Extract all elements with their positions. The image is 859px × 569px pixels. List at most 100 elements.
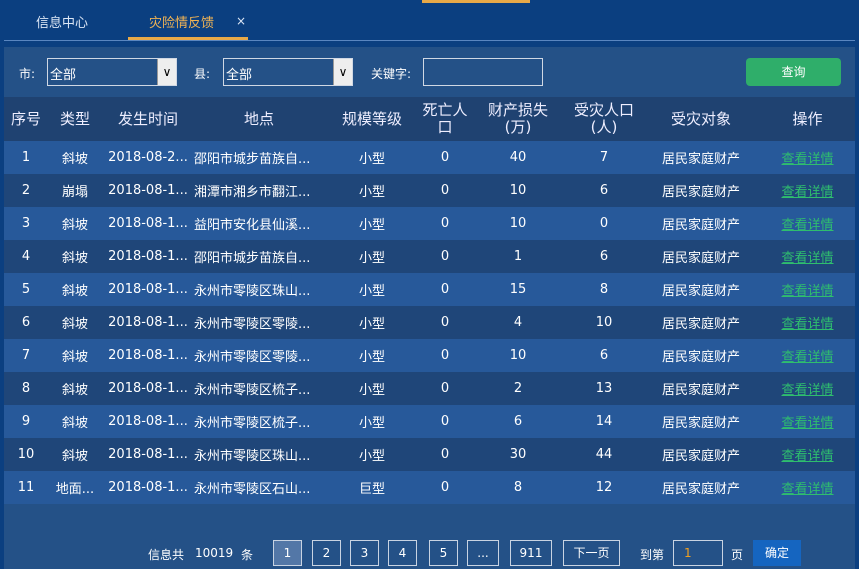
county-value: 全部 [226, 68, 253, 83]
table-cell: 6 [566, 174, 642, 207]
table-row: 1 斜坡 2018-08-2... 邵阳市城步苗族自... 小型 0 40 7 居民家庭财产 查看… [4, 141, 855, 174]
table-cell: 居民家庭财产 [642, 240, 760, 273]
table-cell: 0 [420, 471, 470, 504]
view-details-link[interactable]: 查看详情 [760, 339, 855, 372]
table-cell: 斜坡 [48, 306, 102, 339]
table-cell: 10 [470, 339, 566, 372]
table-header: 序号 类型 发生时间 地点 规模等级 死亡人口 财产损失(万) 受灾人口(人) 受灾对象 操作 [4, 97, 855, 141]
page-button[interactable]: 911 [510, 540, 552, 566]
table-cell: 10 [470, 207, 566, 240]
table-cell: 居民家庭财产 [642, 174, 760, 207]
table-cell: 2018-08-1... [102, 240, 194, 273]
table-cell: 小型 [324, 273, 420, 306]
table-cell: 居民家庭财产 [642, 306, 760, 339]
close-tab-icon[interactable]: × [236, 14, 247, 28]
table-cell: 斜坡 [48, 273, 102, 306]
table-row: 9 斜坡 2018-08-1... 永州市零陵区梳子... 小型 0 6 14 居民家庭财产 查看… [4, 405, 855, 438]
table-cell: 地面... [48, 471, 102, 504]
column-header: 受灾对象 [642, 97, 760, 141]
table-row: 10 斜坡 2018-08-1... 永州市零陵区珠山... 小型 0 30 44 居民家庭财产… [4, 438, 855, 471]
table-cell: 0 [420, 240, 470, 273]
page-button[interactable]: 2 [312, 540, 341, 566]
view-details-link[interactable]: 查看详情 [760, 438, 855, 471]
table-cell: 小型 [324, 339, 420, 372]
page-button[interactable]: 1 [273, 540, 302, 566]
table-cell: 居民家庭财产 [642, 273, 760, 306]
table-row: 2 崩塌 2018-08-1... 湘潭市湘乡市翻江... 小型 0 10 6 居民家庭财产 查看… [4, 174, 855, 207]
table-cell: 0 [420, 405, 470, 438]
column-header-label: 操作 [792, 109, 823, 128]
table-cell: 斜坡 [48, 438, 102, 471]
table-cell: 15 [470, 273, 566, 306]
table-cell: 14 [566, 405, 642, 438]
table-cell: 10 [566, 306, 642, 339]
table-cell: 居民家庭财产 [642, 141, 760, 174]
column-header-label: 发生时间 [117, 109, 178, 128]
column-header-label: 死亡人口 [422, 101, 468, 136]
chevron-down-icon[interactable]: ∨ [333, 59, 352, 85]
table-cell: 斜坡 [48, 207, 102, 240]
table-row: 4 斜坡 2018-08-1... 邵阳市城步苗族自... 小型 0 1 6 居民家庭财产 查看详… [4, 240, 855, 273]
total-suffix: 条 [241, 548, 254, 562]
table-cell: 斜坡 [48, 372, 102, 405]
tab-info-center[interactable]: 信息中心 [36, 16, 89, 31]
column-header: 财产损失(万) [470, 97, 566, 141]
page-button[interactable]: ... [467, 540, 499, 566]
column-header-label: 财产损失(万) [487, 101, 548, 136]
table-cell: 3 [4, 207, 48, 240]
table-cell: 6 [470, 405, 566, 438]
county-select[interactable]: 全部 ∨ [223, 58, 353, 86]
table-cell: 斜坡 [48, 141, 102, 174]
table-cell: 崩塌 [48, 174, 102, 207]
page-button[interactable]: 3 [350, 540, 379, 566]
table-cell: 永州市零陵区零陵... [194, 306, 324, 339]
tab-disaster-feedback[interactable]: 灾险情反馈 [149, 16, 215, 31]
table-cell: 永州市零陵区梳子... [194, 405, 324, 438]
table-cell: 居民家庭财产 [642, 405, 760, 438]
next-page-button[interactable]: 下一页 [563, 540, 620, 566]
table-cell: 8 [566, 273, 642, 306]
total-prefix: 信息共 [148, 548, 185, 562]
goto-suffix: 页 [731, 548, 744, 562]
disaster-table: 序号 类型 发生时间 地点 规模等级 死亡人口 财产损失(万) 受灾人口(人) 受灾对象 操作 1… [4, 97, 855, 504]
table-cell: 1 [4, 141, 48, 174]
page-button[interactable]: 5 [429, 540, 458, 566]
table-cell: 斜坡 [48, 405, 102, 438]
table-cell: 湘潭市湘乡市翻江... [194, 174, 324, 207]
page-button[interactable]: 4 [388, 540, 417, 566]
table-cell: 斜坡 [48, 339, 102, 372]
view-details-link[interactable]: 查看详情 [760, 405, 855, 438]
goto-prefix: 到第 [640, 548, 665, 562]
view-details-link[interactable]: 查看详情 [760, 207, 855, 240]
column-header-label: 地点 [243, 109, 274, 128]
view-details-link[interactable]: 查看详情 [760, 372, 855, 405]
table-cell: 2018-08-1... [102, 174, 194, 207]
city-select[interactable]: 全部 ∨ [47, 58, 177, 86]
pagination: 信息共 10019 条 1 2 3 4 5... 911 下一页 到第 1 页 确定 [4, 540, 855, 566]
view-details-link[interactable]: 查看详情 [760, 174, 855, 207]
table-cell: 6 [4, 306, 48, 339]
column-header: 规模等级 [324, 97, 420, 141]
total-count: 10019 [195, 546, 234, 560]
table-cell: 2018-08-1... [102, 339, 194, 372]
table-cell: 小型 [324, 372, 420, 405]
column-header: 地点 [194, 97, 324, 141]
table-cell: 小型 [324, 405, 420, 438]
keyword-input[interactable] [423, 58, 543, 86]
view-details-link[interactable]: 查看详情 [760, 306, 855, 339]
view-details-link[interactable]: 查看详情 [760, 471, 855, 504]
query-button[interactable]: 查询 [746, 58, 841, 86]
table-cell: 7 [566, 141, 642, 174]
table-cell: 0 [420, 273, 470, 306]
table-row: 11 地面... 2018-08-1... 永州市零陵区石山... 巨型 0 8 12 居民家庭… [4, 471, 855, 504]
chevron-down-icon[interactable]: ∨ [157, 59, 176, 85]
table-cell: 9 [4, 405, 48, 438]
table-cell: 10 [4, 438, 48, 471]
table-cell: 8 [4, 372, 48, 405]
view-details-link[interactable]: 查看详情 [760, 141, 855, 174]
view-details-link[interactable]: 查看详情 [760, 273, 855, 306]
confirm-button[interactable]: 确定 [753, 540, 801, 566]
table-cell: 小型 [324, 306, 420, 339]
goto-page-input[interactable]: 1 [673, 540, 723, 566]
view-details-link[interactable]: 查看详情 [760, 240, 855, 273]
